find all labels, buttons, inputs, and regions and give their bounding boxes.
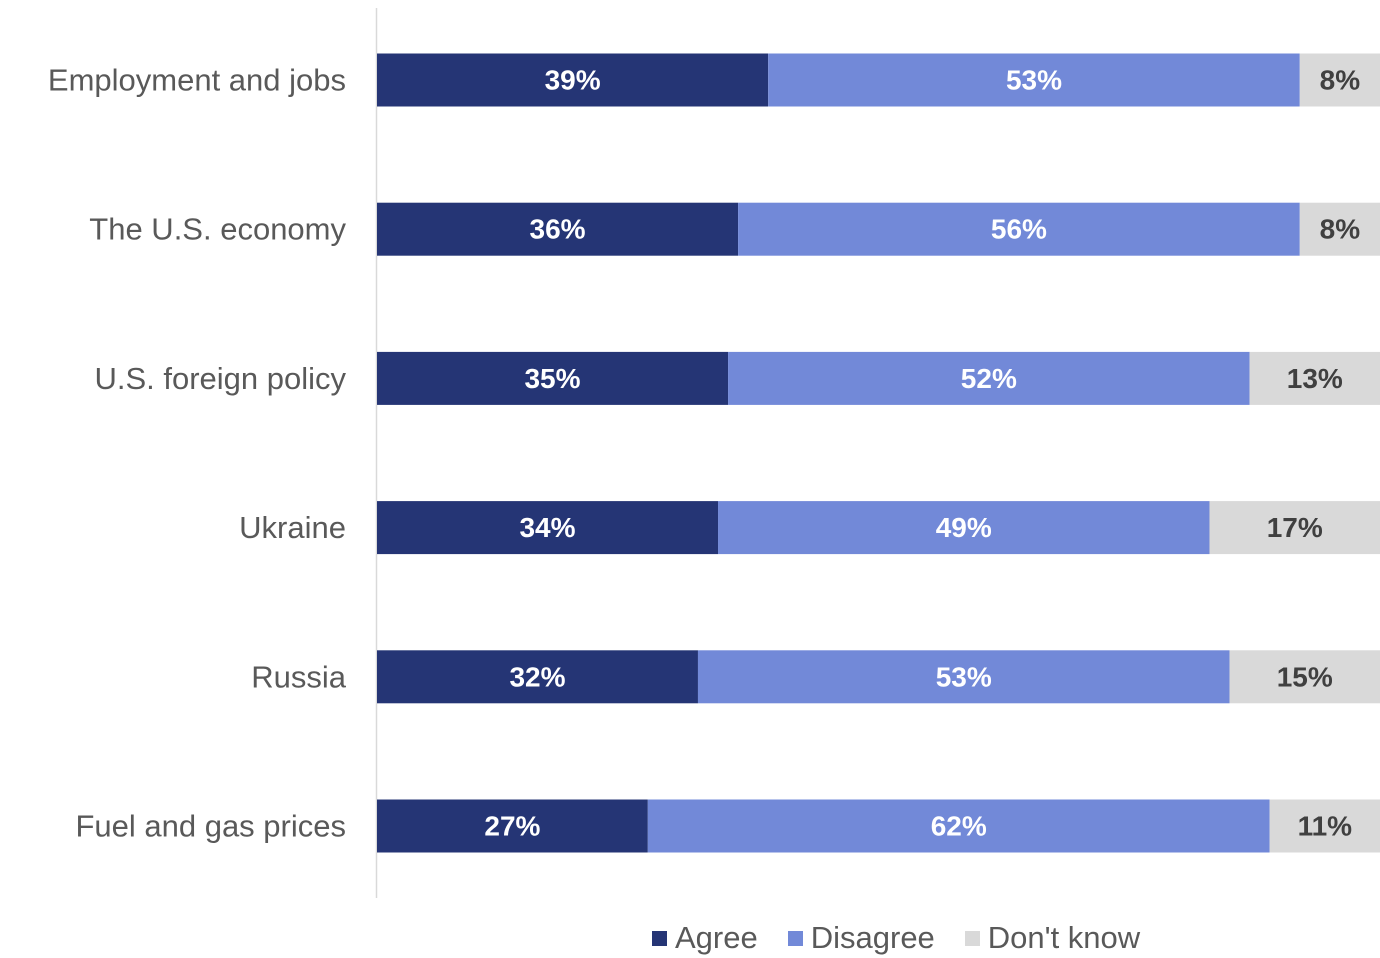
data-label-disagree-employment-and-jobs: 53% (1006, 65, 1062, 96)
legend-swatch-disagree (787, 930, 803, 946)
data-label-don-t-know-the-u-s-economy: 8% (1320, 214, 1361, 245)
legend-label-disagree: Disagree (810, 920, 935, 955)
bar-don-t-know-russia (1229, 650, 1380, 704)
bar-disagree-ukraine (718, 501, 1210, 555)
bar-disagree-u-s-foreign-policy (728, 351, 1250, 405)
data-label-agree-u-s-foreign-policy: 35% (524, 363, 580, 394)
legend-swatch-agree (652, 930, 667, 946)
bar-disagree-russia (697, 650, 1230, 704)
bar-don-t-know-the-u-s-economy (1299, 202, 1380, 256)
legend-label-don-t-know: Don't know (987, 920, 1141, 955)
bar-agree-russia (377, 650, 698, 704)
data-label-don-t-know-u-s-foreign-policy: 13% (1287, 363, 1343, 394)
legend-item-don-t-know: Don't know (964, 920, 1141, 956)
bar-don-t-know-u-s-foreign-policy (1249, 351, 1380, 405)
bar-disagree-fuel-and-gas-prices (647, 799, 1270, 853)
legend-label-agree: Agree (675, 920, 758, 955)
data-label-don-t-know-russia: 15% (1277, 661, 1333, 692)
data-label-agree-ukraine: 34% (519, 512, 575, 543)
data-label-don-t-know-fuel-and-gas-prices: 11% (1298, 811, 1353, 842)
bar-disagree-the-u-s-economy (738, 202, 1300, 256)
bar-agree-u-s-foreign-policy (377, 351, 729, 405)
bars-layer (377, 53, 1380, 853)
category-label-u-s-foreign-policy: U.S. foreign policy (94, 361, 346, 396)
category-label-ukraine: Ukraine (239, 510, 346, 545)
bar-don-t-know-ukraine (1209, 501, 1380, 555)
bar-agree-fuel-and-gas-prices (377, 799, 648, 853)
stacked-bar-chart: Employment and jobs 39% 53% 8% The U.S. econ… (48, 8, 1380, 898)
legend-item-agree: Agree (652, 920, 758, 956)
data-label-disagree-russia: 53% (936, 661, 992, 692)
legend-item-disagree: Disagree (787, 920, 935, 956)
category-label-fuel-and-gas-prices: Fuel and gas prices (75, 809, 346, 844)
bar-agree-employment-and-jobs (377, 53, 769, 107)
bar-don-t-know-fuel-and-gas-prices (1269, 799, 1380, 853)
data-label-disagree-the-u-s-economy: 56% (991, 214, 1047, 245)
data-label-don-t-know-employment-and-jobs: 8% (1320, 65, 1361, 96)
data-label-don-t-know-ukraine: 17% (1267, 512, 1323, 543)
labels-layer: Employment and jobs 39% 53% 8% The U.S. econ… (48, 63, 1360, 844)
data-label-disagree-fuel-and-gas-prices: 62% (931, 811, 987, 842)
category-label-employment-and-jobs: Employment and jobs (48, 63, 346, 98)
category-label-the-u-s-economy: The U.S. economy (89, 212, 346, 247)
bar-agree-ukraine (377, 501, 719, 555)
data-label-disagree-ukraine: 49% (936, 512, 992, 543)
bar-don-t-know-employment-and-jobs (1299, 53, 1380, 107)
data-label-agree-fuel-and-gas-prices: 27% (484, 811, 540, 842)
bar-agree-the-u-s-economy (377, 202, 739, 256)
legend: Agree Disagree Don't know (652, 918, 1140, 958)
data-label-disagree-u-s-foreign-policy: 52% (961, 363, 1017, 394)
data-label-agree-employment-and-jobs: 39% (545, 65, 601, 96)
data-label-agree-the-u-s-economy: 36% (530, 214, 586, 245)
legend-swatch-don-t-know (964, 930, 980, 946)
data-label-agree-russia: 32% (509, 661, 565, 692)
category-label-russia: Russia (251, 659, 347, 694)
bar-disagree-employment-and-jobs (768, 53, 1300, 107)
